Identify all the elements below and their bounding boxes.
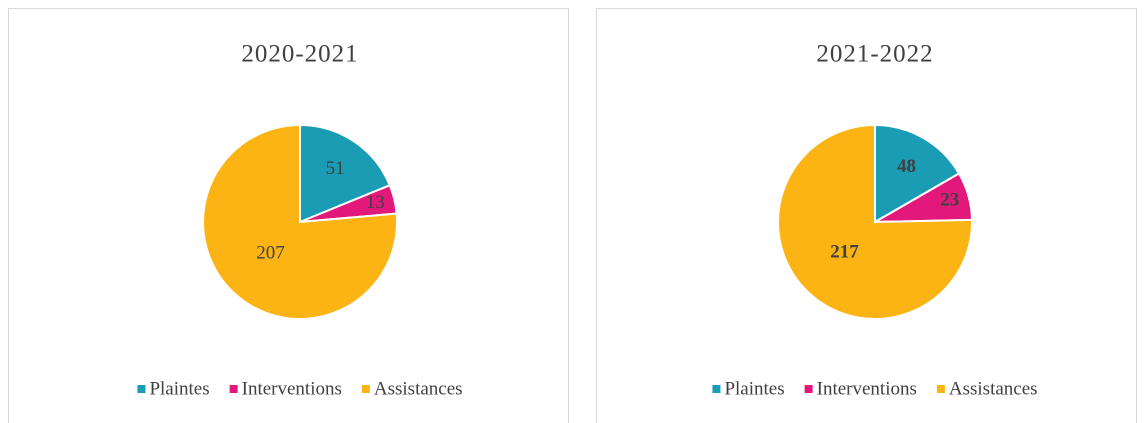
- chart-title: 2020-2021: [241, 41, 358, 68]
- legend-marker: [361, 385, 370, 393]
- data-label: 48: [897, 156, 916, 177]
- legend-label: Interventions: [817, 378, 917, 399]
- pie-slice: [202, 123, 398, 320]
- panel-border: [8, 8, 569, 423]
- legend-marker: [137, 385, 146, 393]
- pie-slice: [299, 123, 392, 224]
- data-label: 217: [830, 242, 859, 263]
- pie-slice: [874, 123, 961, 224]
- pie-slice: [777, 123, 973, 320]
- legend-label: Interventions: [242, 378, 342, 399]
- legend-marker: [229, 385, 238, 393]
- data-label: 207: [256, 243, 285, 264]
- legend-label: Plaintes: [149, 378, 209, 399]
- legend-marker: [936, 385, 945, 393]
- legend-label: Assistances: [374, 378, 463, 399]
- panel-border: [596, 8, 1137, 423]
- data-label: 23: [940, 189, 959, 210]
- legend-marker: [804, 385, 813, 393]
- legend-marker: [712, 385, 721, 393]
- legend-label: Plaintes: [724, 378, 784, 399]
- data-label: 13: [366, 192, 385, 213]
- data-label: 51: [326, 158, 345, 179]
- chart-title: 2021-2022: [816, 41, 933, 68]
- legend-label: Assistances: [949, 378, 1038, 399]
